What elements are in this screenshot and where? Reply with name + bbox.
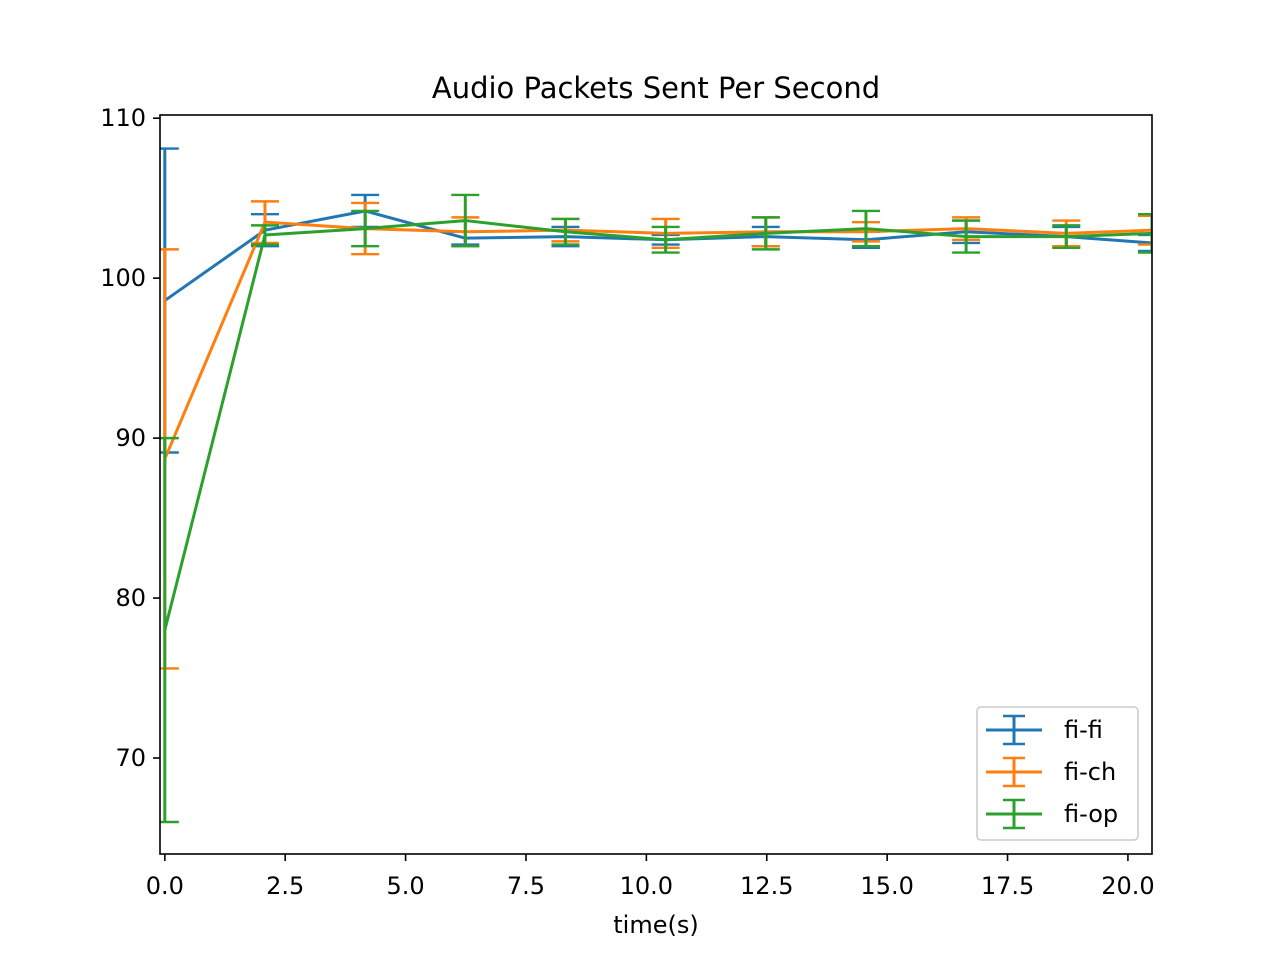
x-tick-label: 15.0: [860, 872, 913, 900]
x-axis-title: time(s): [613, 911, 698, 939]
legend-item-fi-ch: fi-ch: [986, 756, 1116, 788]
legend-item-fi-op: fi-op: [986, 798, 1118, 830]
chart-title: Audio Packets Sent Per Second: [432, 71, 880, 105]
series-layer: [160, 147, 1152, 824]
plot-area-frame: [159, 114, 1153, 855]
series-line-fi-op: [163, 219, 1152, 631]
x-axis: 0.0 2.5 5.0 7.5 10.0 12.5 15.0 17.5 20.0: [146, 854, 1155, 900]
x-tick-label: 17.5: [981, 872, 1034, 900]
legend-label: fi-fi: [1064, 716, 1103, 744]
x-tick-label: 10.0: [620, 872, 673, 900]
x-tick-label: 12.5: [740, 872, 793, 900]
x-tick-label: 0.0: [146, 872, 184, 900]
legend-label: fi-ch: [1064, 758, 1116, 786]
y-tick-label: 90: [115, 424, 146, 452]
y-tick-label: 110: [100, 104, 146, 132]
legend: fi-fi fi-ch fi-op: [976, 706, 1139, 841]
legend-item-fi-fi: fi-fi: [986, 714, 1103, 746]
y-tick-label: 100: [100, 264, 146, 292]
x-tick-label: 7.5: [507, 872, 545, 900]
x-tick-label: 2.5: [266, 872, 304, 900]
y-tick-label: 70: [115, 744, 146, 772]
x-tick-label: 20.0: [1101, 872, 1154, 900]
x-tick-label: 5.0: [387, 872, 425, 900]
y-axis: 70 80 90 100 110: [100, 104, 160, 772]
legend-label: fi-op: [1064, 800, 1118, 828]
series-fi-op: [160, 193, 1152, 824]
y-tick-label: 80: [115, 584, 146, 612]
legend-box: [976, 706, 1139, 841]
